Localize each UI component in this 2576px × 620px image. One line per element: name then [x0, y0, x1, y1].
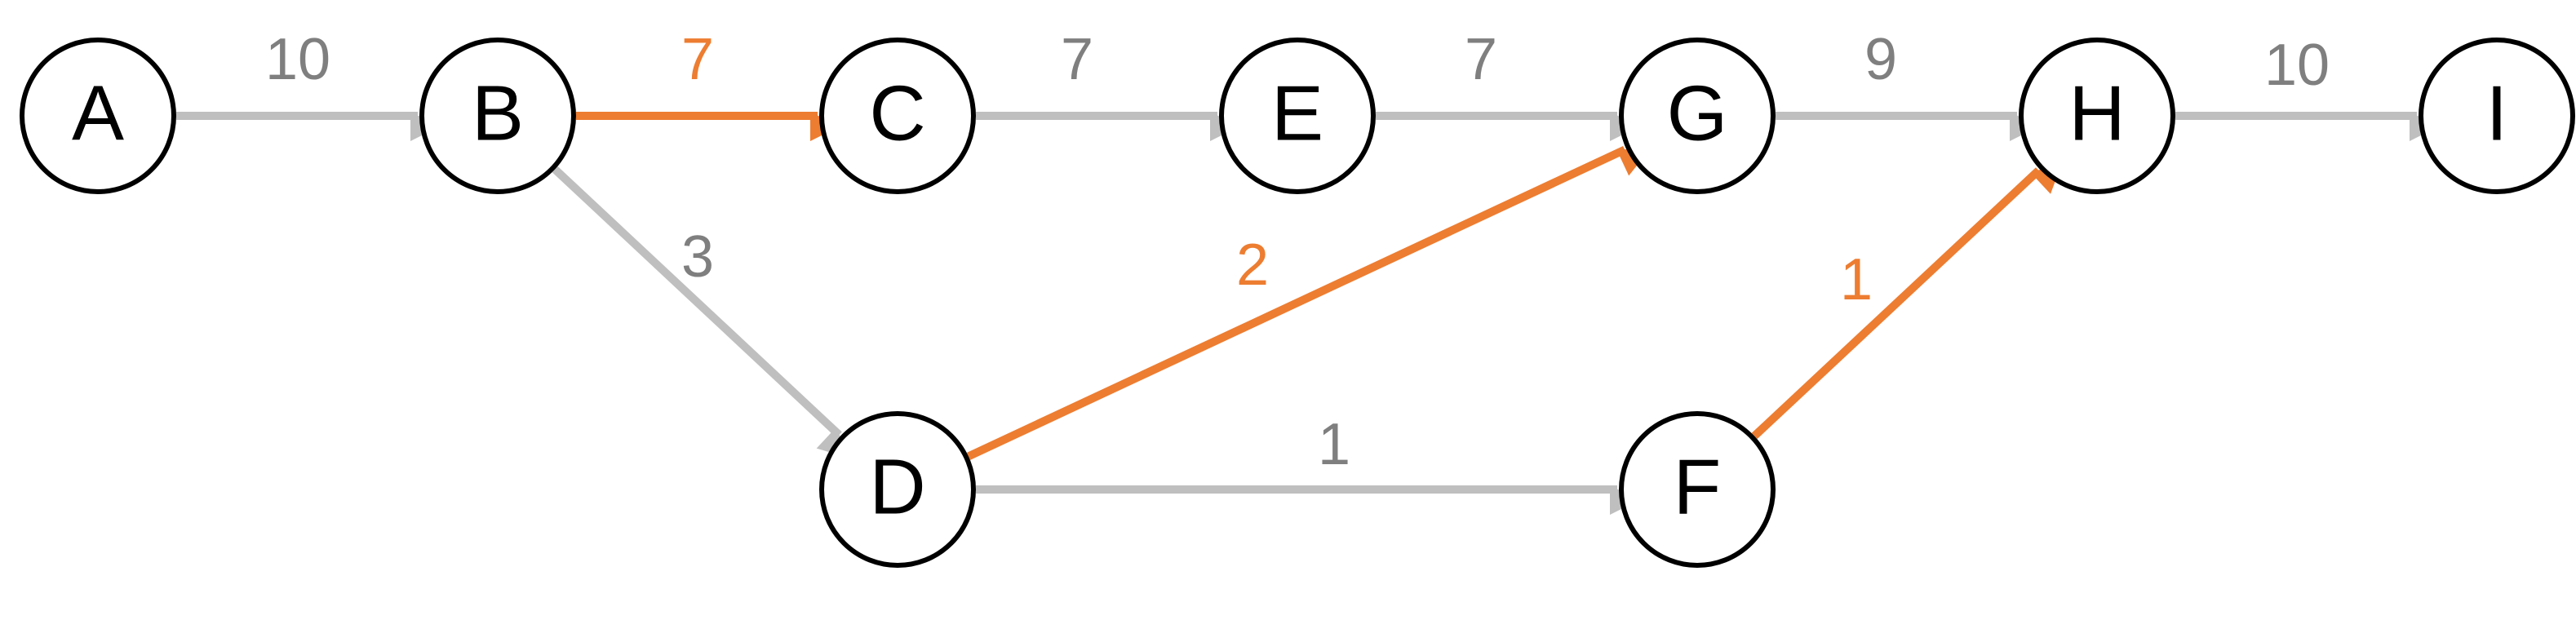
- edge-weight-c-e: 7: [1061, 27, 1093, 92]
- edge-weight-b-c: 7: [681, 27, 714, 92]
- node-circle: [1619, 411, 1776, 568]
- node-e: E: [1219, 38, 1376, 194]
- edge-d-g: [966, 145, 1650, 460]
- node-circle: [419, 38, 576, 194]
- node-g: G: [1619, 38, 1776, 194]
- node-label: E: [1271, 69, 1323, 157]
- node-i: I: [2419, 38, 2575, 194]
- edge-weight-h-i: 10: [2264, 33, 2330, 98]
- node-circle: [1219, 38, 1376, 194]
- edge-labels-layer: 10 7 7 7 9 10 3 2 1 1: [265, 27, 2330, 477]
- node-label: H: [2068, 69, 2125, 157]
- node-circle: [20, 38, 176, 194]
- node-circle: [819, 38, 976, 194]
- node-label: F: [1674, 443, 1722, 530]
- edge-weight-b-d: 3: [681, 224, 714, 290]
- node-label: B: [472, 69, 524, 157]
- node-label: G: [1667, 69, 1728, 157]
- node-h: H: [2019, 38, 2175, 194]
- edges-layer: [176, 112, 2439, 515]
- edge-b-d: [552, 166, 849, 458]
- node-label: C: [869, 69, 925, 157]
- edge-weight-d-g: 2: [1236, 232, 1269, 298]
- node-label: D: [869, 443, 925, 530]
- edge-weight-g-h: 9: [1864, 27, 1897, 92]
- node-label: A: [72, 69, 124, 157]
- nodes-layer: A B C E G H I D F: [20, 38, 2575, 568]
- edge-weight-d-f: 1: [1318, 412, 1350, 477]
- node-b: B: [419, 38, 576, 194]
- node-f: F: [1619, 411, 1776, 568]
- edge-f-h: [1751, 162, 2063, 440]
- edge-weight-e-g: 7: [1465, 27, 1497, 92]
- node-label: I: [2486, 69, 2508, 157]
- node-c: C: [819, 38, 976, 194]
- node-d: D: [819, 411, 976, 568]
- node-circle: [2419, 38, 2575, 194]
- node-circle: [819, 411, 976, 568]
- node-circle: [1619, 38, 1776, 194]
- node-circle: [2019, 38, 2175, 194]
- edge-weight-f-h: 1: [1840, 247, 1873, 312]
- edge-weight-a-b: 10: [265, 27, 330, 92]
- node-a: A: [20, 38, 176, 194]
